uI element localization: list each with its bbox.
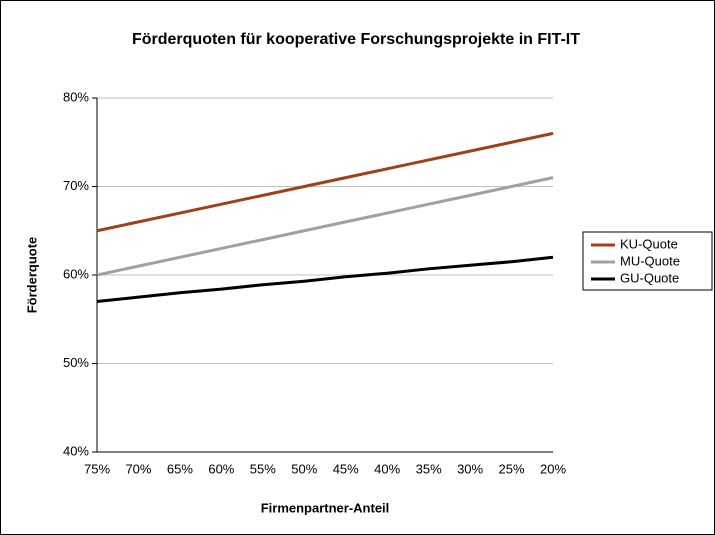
line-series — [96, 255, 554, 304]
x-tick-label: 75% — [84, 461, 110, 476]
x-tick-label: 50% — [291, 461, 317, 476]
chart-title: Förderquoten für kooperative Forschungsp… — [132, 31, 580, 48]
x-tick-label: 40% — [374, 461, 400, 476]
legend-label: GU-Quote — [620, 270, 679, 285]
x-tick-label: 60% — [208, 461, 234, 476]
x-tick-label: 25% — [499, 461, 525, 476]
legend-label: MU-Quote — [620, 253, 680, 268]
line-series — [96, 131, 554, 233]
legend-label: KU-Quote — [620, 236, 678, 251]
x-tick-label: 30% — [457, 461, 483, 476]
x-axis-label: Firmenpartner-Anteil — [261, 500, 390, 515]
x-tick-label: 35% — [416, 461, 442, 476]
y-tick-label: 60% — [63, 266, 89, 281]
y-tick-label: 40% — [63, 443, 89, 458]
y-tick-label: 70% — [63, 178, 89, 193]
y-axis-label: Förderquote — [24, 237, 39, 314]
x-tick-label: 70% — [125, 461, 151, 476]
x-tick-label: 45% — [333, 461, 359, 476]
x-tick-label: 20% — [540, 461, 566, 476]
line-series — [96, 176, 554, 277]
x-tick-label: 55% — [250, 461, 276, 476]
y-tick-label: 80% — [63, 89, 89, 104]
x-tick-label: 65% — [167, 461, 193, 476]
y-tick-label: 50% — [63, 355, 89, 370]
